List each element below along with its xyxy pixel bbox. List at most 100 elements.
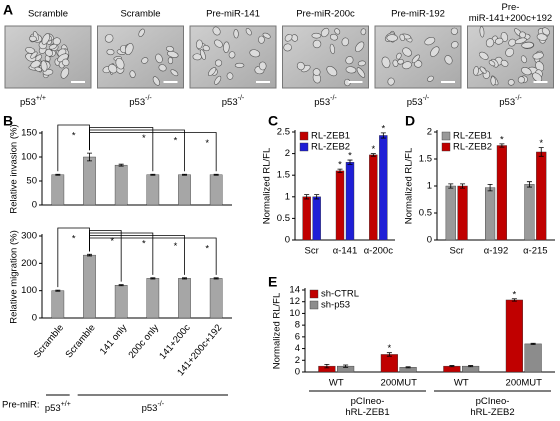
cell	[396, 52, 402, 60]
cell	[521, 41, 534, 49]
image-title: Scramble	[120, 9, 160, 20]
bar	[457, 185, 468, 241]
image-title: Pre-miR-141+200c+192	[469, 2, 552, 24]
cell	[508, 38, 516, 47]
legend-swatch	[309, 289, 319, 299]
significance: *	[205, 244, 209, 255]
y-tick-label: 10	[289, 308, 300, 319]
significance: *	[205, 138, 209, 149]
x-tick-label: α-192	[484, 246, 509, 257]
cell	[536, 33, 548, 41]
cell	[234, 62, 245, 68]
x-tick-label: Scramble	[64, 322, 98, 360]
y-tick-label: 6	[295, 331, 300, 342]
error-bar	[150, 277, 156, 280]
cell	[535, 61, 545, 72]
image-title-line: Pre-	[502, 2, 520, 13]
cell	[430, 46, 440, 57]
bar	[524, 184, 535, 241]
y-tick-label: 0.5	[419, 208, 432, 219]
cell	[397, 58, 404, 65]
group-label-line: pCIneo-	[476, 396, 510, 407]
panel-label: B	[3, 113, 13, 129]
genotype-base: p53	[499, 97, 515, 108]
error-bar	[55, 289, 61, 292]
error-bar	[460, 183, 466, 189]
error-bar	[182, 173, 187, 176]
error-bar	[347, 159, 353, 165]
cell	[402, 61, 412, 70]
bar	[302, 196, 311, 241]
cell	[334, 28, 341, 35]
cell	[451, 41, 459, 49]
cell	[345, 66, 357, 74]
bar	[209, 174, 223, 206]
cell	[115, 57, 125, 70]
error-bar	[449, 365, 455, 368]
x-tick-label: WT	[454, 378, 469, 389]
bar	[312, 196, 321, 241]
cell	[356, 67, 366, 78]
cell	[228, 51, 236, 59]
cell	[311, 32, 322, 39]
cell	[283, 43, 292, 52]
error-bar	[526, 181, 532, 188]
y-axis-title: Relative invasion (%)	[9, 124, 20, 213]
y-tick-label: 0	[427, 235, 432, 246]
cell	[360, 28, 367, 36]
y-axis-title: Normalized RL/FL	[272, 293, 283, 370]
x-tick-label: Scr	[305, 246, 319, 257]
cell	[129, 70, 136, 78]
genotype: p53-/-	[314, 95, 337, 108]
cell	[485, 38, 495, 48]
cell	[141, 57, 149, 64]
legend-swatch	[299, 131, 309, 141]
bar	[524, 343, 542, 373]
bracket	[89, 237, 217, 275]
group-label: pCIneo-hRL-ZEB1	[345, 396, 389, 418]
error-bar	[405, 366, 411, 369]
significance: *	[142, 239, 146, 250]
image-title: Pre-miR-200c	[296, 9, 355, 20]
genotype: p53-/-	[499, 95, 522, 108]
cell	[387, 77, 395, 86]
cell	[479, 66, 487, 74]
legend-label: sh-CTRL	[321, 289, 359, 300]
bar	[83, 254, 96, 319]
y-tick-label: 0	[285, 235, 290, 246]
cell	[411, 54, 420, 64]
legend-swatch	[299, 142, 309, 152]
bar	[146, 278, 160, 319]
cell	[106, 48, 115, 56]
cell	[345, 56, 354, 65]
error-bar	[87, 152, 92, 162]
y-tick-label: 0	[32, 313, 37, 324]
group-label: pCIneo-hRL-ZEB2	[470, 396, 514, 418]
genotype-sup: -/-	[238, 95, 245, 102]
cell	[214, 59, 223, 67]
cell	[170, 69, 179, 77]
bar	[178, 174, 191, 206]
legend-label: RL-ZEB1	[311, 131, 350, 142]
error-bar	[380, 132, 386, 139]
cell	[490, 76, 496, 86]
y-tick-label: 200	[21, 258, 37, 269]
legend-swatch	[309, 300, 319, 310]
cell	[138, 28, 145, 37]
cell	[226, 72, 234, 80]
bracket	[89, 235, 185, 275]
cell	[329, 43, 335, 55]
cell	[40, 60, 48, 72]
cell	[124, 43, 134, 56]
cell	[507, 79, 515, 86]
significance: *	[371, 144, 375, 155]
error-bar	[304, 194, 310, 200]
y-tick-label: 150	[21, 128, 37, 139]
cell	[450, 27, 458, 35]
error-bar	[448, 183, 454, 189]
y-tick-label: 1.5	[419, 154, 432, 165]
group-label-line: pCIneo-	[351, 396, 385, 407]
legend-swatch	[441, 131, 451, 141]
significance: *	[110, 236, 114, 247]
